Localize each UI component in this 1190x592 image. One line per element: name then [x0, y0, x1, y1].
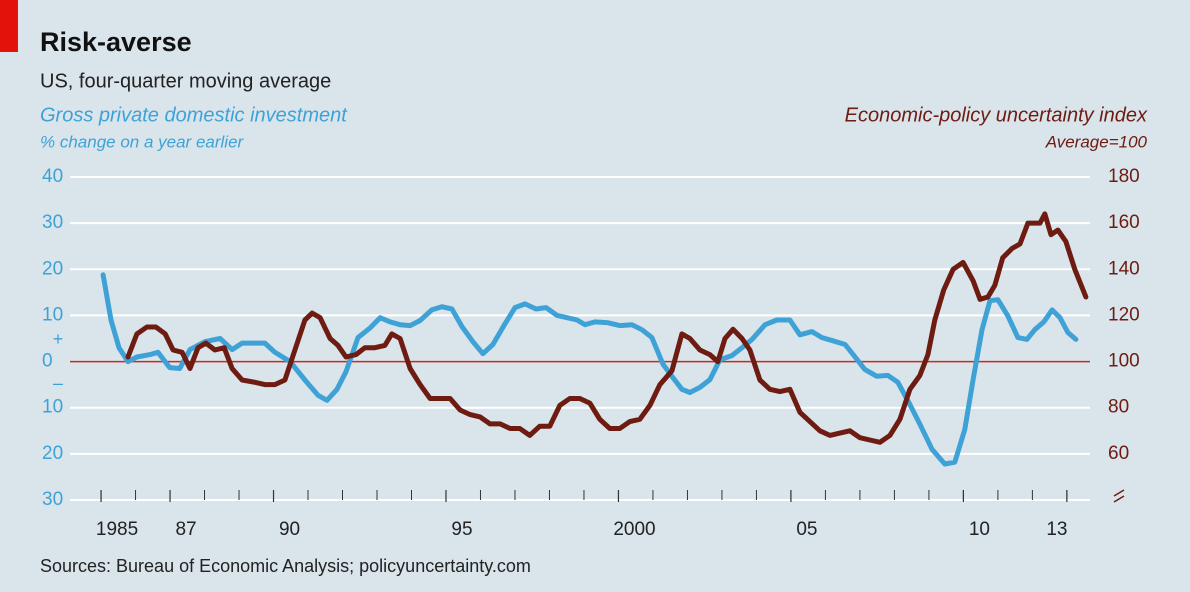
y2-tick-label: 180 [1108, 166, 1140, 187]
y2-tick-label: 120 [1108, 304, 1140, 325]
y2-tick-label: 60 [1108, 443, 1129, 464]
y-tick-label: 30 [42, 212, 63, 233]
y-axis-title: Gross private domestic investment [40, 104, 348, 126]
y2-tick-label: 140 [1108, 258, 1140, 279]
x-tick-label: 13 [1046, 519, 1067, 540]
chart-title: Risk-averse [40, 27, 192, 57]
x-tick-label: 10 [969, 519, 990, 540]
y-tick-label: 0 [42, 351, 53, 372]
y-tick-label: 10 [42, 397, 63, 418]
x-tick-label: 90 [279, 519, 300, 540]
x-tick-label: 95 [451, 519, 472, 540]
y-tick-label: 20 [42, 443, 63, 464]
y-axis-unit: % change on a year earlier [40, 132, 245, 151]
x-tick-label: 2000 [613, 519, 655, 540]
y2-axis-title: Economic-policy uncertainty index [845, 104, 1148, 126]
y2-tick-label: 100 [1108, 351, 1140, 372]
axis-break [1113, 489, 1125, 503]
y2-axis-unit: Average=100 [1045, 132, 1148, 151]
source-note: Sources: Bureau of Economic Analysis; po… [40, 556, 531, 576]
x-tick-label: 1985 [96, 519, 138, 540]
brand-flag [0, 0, 18, 52]
series-line [100, 272, 1079, 467]
y2-tick-label: 80 [1108, 397, 1129, 418]
y2-tick-label: 160 [1108, 212, 1140, 233]
y-tick-label: 40 [42, 166, 63, 187]
series-line [125, 211, 1089, 445]
plus-sign: + [53, 329, 64, 349]
minus-sign: – [53, 373, 63, 393]
x-tick-label: 05 [796, 519, 817, 540]
y-tick-label: 10 [42, 304, 63, 325]
x-tick-label: 87 [175, 519, 196, 540]
y-tick-label: 30 [42, 489, 63, 510]
chart-subtitle: US, four-quarter moving average [40, 70, 331, 92]
y-tick-label: 20 [42, 258, 63, 279]
